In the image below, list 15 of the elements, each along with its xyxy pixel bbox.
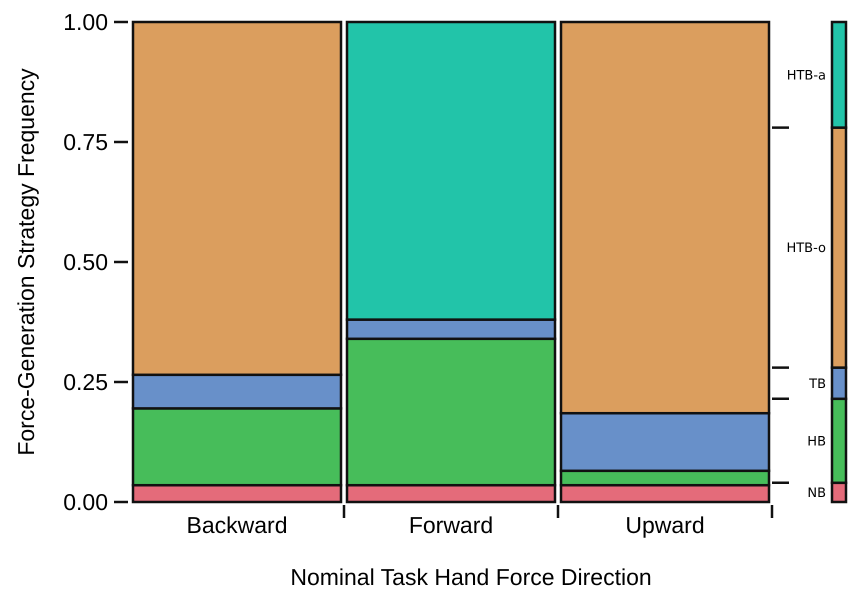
x-axis-title: Nominal Task Hand Force Direction (290, 564, 652, 590)
y-tick-label: 0.75 (63, 129, 108, 156)
series-label: HB (807, 434, 826, 450)
x-tick-label: Backward (186, 512, 288, 538)
y-tick-label: 0.50 (63, 249, 108, 276)
series-label: NB (807, 486, 826, 501)
x-tick-label: Forward (408, 512, 494, 538)
x-tick-label: Upward (625, 512, 705, 538)
y-tick-label: 0.25 (63, 369, 108, 396)
series-label: TB (808, 376, 826, 392)
y-axis-title: Force-Generation Strategy Frequency (13, 68, 39, 456)
y-tick-label: 0.00 (63, 489, 108, 516)
series-label: HTB-o (786, 241, 826, 256)
series-label: HTB-a (786, 68, 826, 84)
y-tick-label: 1.00 (63, 9, 108, 36)
